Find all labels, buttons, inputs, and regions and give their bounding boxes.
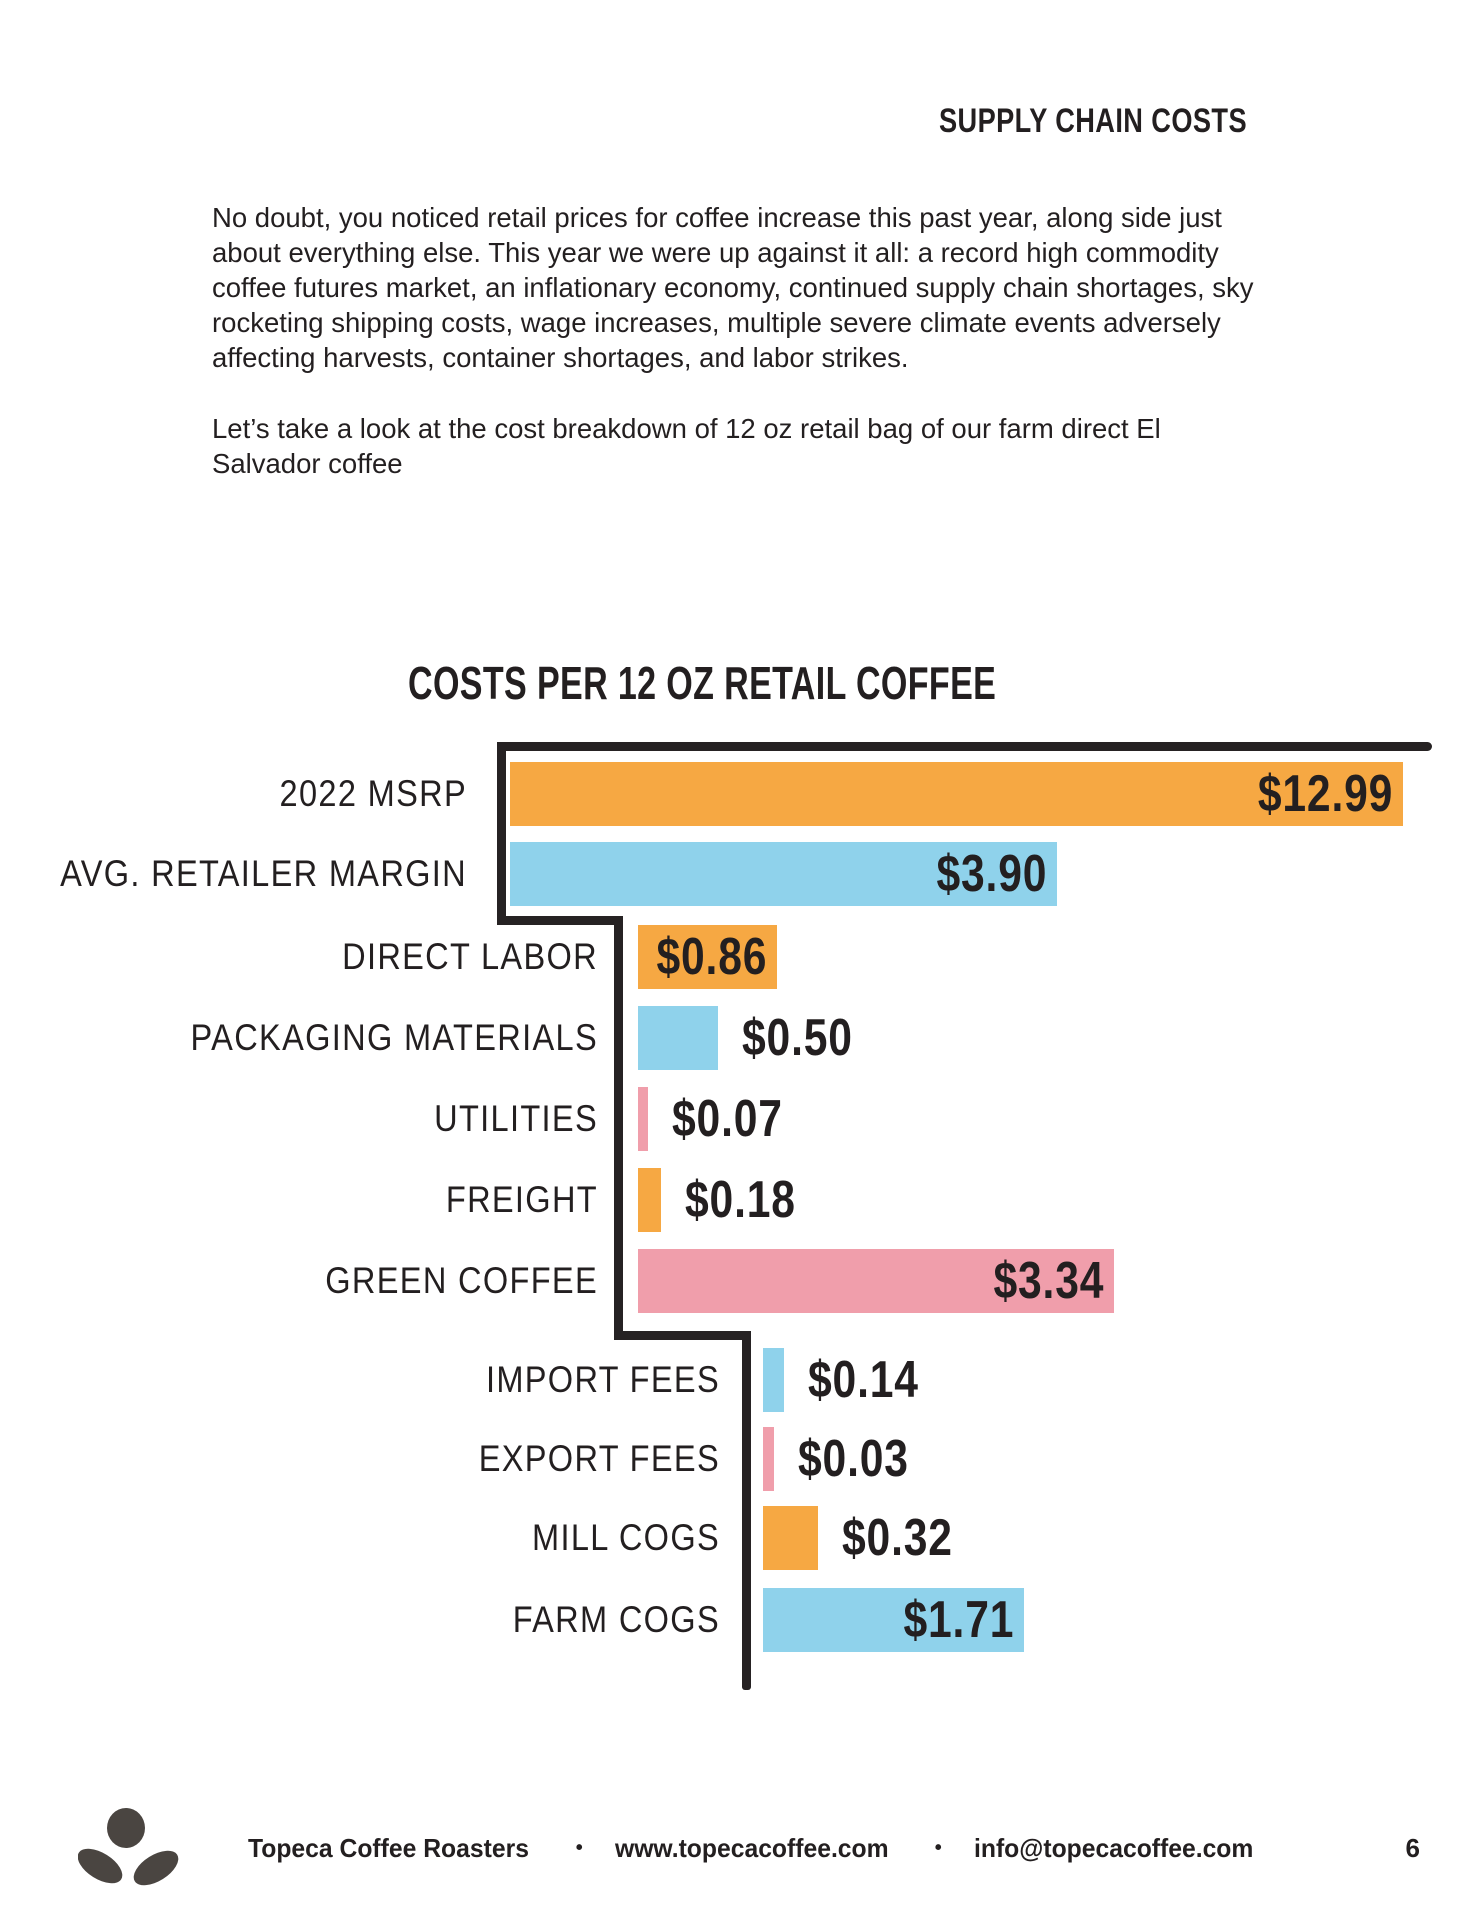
chart-axis-top-line [497,742,1432,751]
bar: $3.90 [510,842,1057,906]
bar-value: $3.34 [993,1252,1105,1310]
bar-label: FARM COGS [512,1599,720,1640]
body-text: No doubt, you noticed retail prices for … [212,200,1254,517]
footer-bullet-2: • [934,1837,942,1859]
bar: $12.99 [510,762,1403,826]
paragraph-line: No doubt, you noticed retail prices for … [212,202,1222,233]
bar [763,1506,818,1570]
chart-axis-vertical-3 [742,1331,751,1690]
bar-value: $1.71 [903,1591,1015,1649]
bar: $3.34 [638,1249,1114,1313]
bar [638,1168,661,1232]
bar: $0.86 [638,925,777,989]
bar [638,1006,718,1070]
bar [638,1087,648,1151]
footer-email: info@topecacoffee.com [973,1833,1254,1863]
footer-bullet-1: • [575,1837,583,1859]
bar-label: MILL COGS [532,1517,720,1558]
chart-axis-vertical-1 [497,742,506,925]
body-paragraph-2: Let’s take a look at the cost breakdown … [212,411,1252,481]
paragraph-line: about everything else. This year we were… [212,237,1219,268]
bar-label: IMPORT FEES [485,1359,720,1400]
bar-value: $0.50 [742,1009,853,1067]
paragraph-line: affecting harvests, container shortages,… [212,342,909,373]
chart-axis-step-2 [614,1331,751,1340]
chart-axis-vertical-2 [614,916,623,1340]
bar-value: $0.32 [842,1509,953,1567]
bar-label: GREEN COFFEE [325,1260,598,1301]
bar-value: $3.90 [936,845,1048,903]
body-paragraph-1: No doubt, you noticed retail prices for … [212,200,1254,375]
bar-value: $0.07 [672,1090,783,1148]
chart-axis-step-1 [497,916,623,925]
bar-label: AVG. RETAILER MARGIN [60,853,468,894]
bar-label: 2022 MSRP [279,773,467,814]
topeca-logo-icon [78,1808,179,1886]
logo-head [107,1808,145,1848]
paragraph-line: coffee futures market, an inflationary e… [212,272,1254,303]
chart-title: COSTS PER 12 OZ RETAIL COFFEE [408,657,997,709]
bar-label: DIRECT LABOR [342,936,598,977]
bar-label: FREIGHT [445,1179,598,1220]
footer-website: www.topecacoffee.com [614,1833,889,1863]
bar-label: PACKAGING MATERIALS [190,1017,599,1058]
bar-label: EXPORT FEES [478,1438,720,1479]
page-footer: Topeca Coffee Roasters • www.topecacoffe… [248,1833,1268,1864]
bar-value: $0.14 [808,1351,919,1409]
logo-leaf-right [133,1850,179,1886]
bar-value: $0.86 [656,928,768,986]
bar: $1.71 [763,1588,1024,1652]
paragraph-line: rocketing shipping costs, wage increases… [212,307,1221,338]
footer-brand: Topeca Coffee Roasters [248,1833,529,1863]
paragraph-line: Salvador coffee [212,448,403,479]
page-number: 6 [1405,1833,1420,1863]
bar [763,1427,774,1491]
page-header-title: SUPPLY CHAIN COSTS [939,102,1247,140]
paragraph-line: Let’s take a look at the cost breakdown … [212,413,1161,444]
bar [763,1348,784,1412]
bar-value: $0.03 [798,1430,909,1488]
bar-value: $0.18 [685,1171,796,1229]
logo-leaf-left [78,1848,123,1884]
bar-value: $12.99 [1257,765,1394,823]
bar-label: UTILITIES [434,1098,598,1139]
